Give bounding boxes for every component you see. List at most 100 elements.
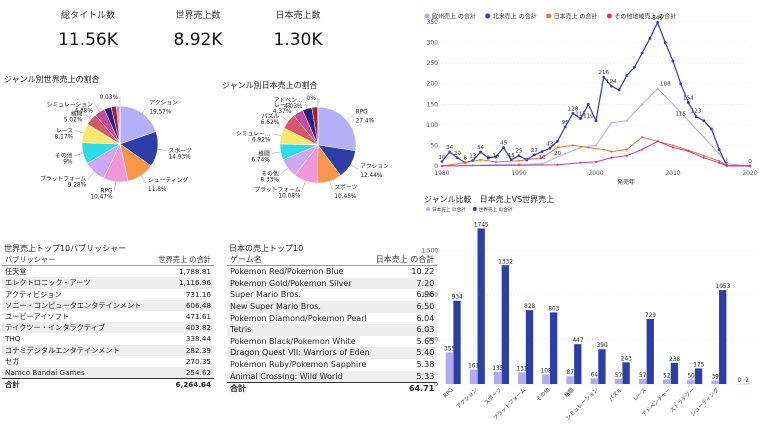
bar[interactable] xyxy=(638,378,647,384)
publishers-row[interactable]: ユービーアイソフト 471.61 xyxy=(2,311,214,322)
x-tick-label: レース xyxy=(632,386,648,402)
bar[interactable] xyxy=(493,371,502,384)
jp-titles-row[interactable]: Pokemon Gold/Pokemon Silver 7.20 xyxy=(227,277,438,290)
bar[interactable] xyxy=(719,290,727,384)
y-tick-label: 0 xyxy=(434,163,438,170)
jp-titles-row[interactable]: Pokemon Black/Pokemon White 5.65 xyxy=(227,336,437,348)
bar[interactable] xyxy=(598,349,606,384)
line-point xyxy=(486,156,490,160)
bar-value-label: 131 xyxy=(516,366,527,372)
line-point xyxy=(679,82,683,86)
bar[interactable] xyxy=(590,378,598,384)
bar[interactable] xyxy=(518,372,526,384)
bar[interactable] xyxy=(445,352,453,384)
data-label: 4 xyxy=(525,157,529,163)
publishers-row[interactable]: 任天堂 1,788.81 xyxy=(2,266,214,278)
bar[interactable] xyxy=(614,378,623,384)
bar[interactable] xyxy=(501,265,509,384)
pie-slice-pct: 10.47% xyxy=(90,195,113,201)
bar[interactable] xyxy=(646,319,654,384)
x-tick-label: 1990 xyxy=(511,170,526,177)
line-point xyxy=(509,158,513,162)
y-tick-label: 500 xyxy=(427,337,438,343)
bar-value-label: 238 xyxy=(669,357,680,363)
publishers-table-title: 世界売上トップ10パブリッシャー xyxy=(4,244,127,253)
bar[interactable] xyxy=(663,379,671,384)
bar[interactable] xyxy=(477,228,485,384)
x-tick-label: パズル xyxy=(607,385,625,403)
data-label: 34 xyxy=(477,145,485,151)
publishers-row[interactable]: ソニー・コンピュータエンタテインメント 606.48 xyxy=(2,299,214,312)
legend-label: 日本売上 の合計 xyxy=(432,206,466,213)
line-point xyxy=(694,115,698,119)
pie-slice[interactable] xyxy=(317,106,357,152)
kpi-total-titles-value: 11.56K xyxy=(58,30,118,50)
bar[interactable] xyxy=(687,379,695,384)
publishers-row[interactable]: テイクツー・インタラクティブ 403.82 xyxy=(2,322,214,334)
pie-slice-pct: 12.44% xyxy=(360,173,383,179)
publishers-cell-sales: 282.39 xyxy=(152,344,214,356)
jp-titles-table-title: 日本の売上トップ10 xyxy=(229,244,304,253)
bar[interactable] xyxy=(622,362,630,384)
bar[interactable] xyxy=(574,344,582,384)
jp-titles-row[interactable]: Pokemon Red/Pokemon Blue 10.22 xyxy=(227,266,437,278)
data-label: 115 xyxy=(675,112,686,118)
jp-titles-row[interactable]: Pokemon Diamond/Pokemon Pearl 6.04 xyxy=(227,313,437,325)
bar[interactable] xyxy=(469,369,478,384)
line-series[interactable] xyxy=(441,136,751,167)
bar[interactable] xyxy=(711,380,719,384)
data-label: 8 xyxy=(463,156,467,162)
y-tick-label: 1,500 xyxy=(421,248,438,254)
pie-slice-label: アクション xyxy=(360,163,389,170)
bar-value-label: 57 xyxy=(639,373,647,379)
pie-slice-pct: 10.08% xyxy=(278,193,301,199)
line-point xyxy=(718,159,721,163)
pie-slice-pct: 9.28% xyxy=(68,183,87,189)
line-point xyxy=(717,148,721,151)
publishers-header-name[interactable]: パブリッシャー xyxy=(2,254,153,267)
publishers-row[interactable]: Namco Bandai Games 254.62 xyxy=(2,367,214,379)
pie-leader-line xyxy=(271,151,281,154)
pie-slice-pct: 4.38% xyxy=(74,108,93,114)
pie-slice-label: RPG xyxy=(100,189,113,195)
pie-leader-line xyxy=(157,149,167,151)
publishers-row[interactable]: コナミデジタルエンタテインメント 282.39 xyxy=(2,344,214,356)
bar-value-label: 243 xyxy=(621,356,632,362)
bar[interactable] xyxy=(525,310,534,384)
publishers-row[interactable]: THQ 338.44 xyxy=(2,333,214,344)
publishers-row[interactable]: エレクトロニック・アーツ 1,116.96 xyxy=(2,277,214,289)
publishers-row[interactable]: アクティビジョン 731.16 xyxy=(2,289,214,300)
bar[interactable] xyxy=(542,374,550,384)
jp-titles-header-name[interactable]: ゲーム名 xyxy=(227,254,373,267)
bar[interactable] xyxy=(453,300,461,384)
line-point xyxy=(671,59,675,63)
jp-titles-row[interactable]: Animal Crossing: Wild World 5.33 xyxy=(227,370,438,383)
jp-titles-row[interactable]: Pokemon Ruby/Pokemon Sapphire 5.38 xyxy=(227,359,437,371)
jp-titles-row[interactable]: Super Mario Bros. 6.96 xyxy=(227,289,437,301)
line-point xyxy=(725,164,728,168)
line-point xyxy=(602,75,606,79)
jp-titles-row[interactable]: New Super Mario Bros. 6.50 xyxy=(227,300,438,313)
jp-titles-header-sales[interactable]: 日本売上 の合計 xyxy=(372,254,438,267)
publishers-row[interactable]: セガ 270.35 xyxy=(2,356,214,367)
line-series[interactable] xyxy=(441,87,751,167)
line-point xyxy=(664,94,667,98)
publishers-cell-name: 任天堂 xyxy=(5,267,27,277)
pie-slice-pct: 6.62% xyxy=(261,120,280,126)
jp-titles-row[interactable]: Dragon Quest VII: Warriors of Eden 5.40 xyxy=(227,347,438,359)
bar[interactable] xyxy=(694,368,703,384)
publishers-header-sales[interactable]: 世界売上 の合計 xyxy=(152,254,214,267)
pie-leader-line xyxy=(88,171,95,179)
bar[interactable] xyxy=(566,376,574,384)
data-label: 128 xyxy=(568,106,579,112)
data-label: 0 xyxy=(748,159,752,165)
jp-titles-row[interactable]: Tetris 6.03 xyxy=(227,324,438,336)
bar[interactable] xyxy=(549,312,558,384)
bar-value-label: 803 xyxy=(548,306,559,312)
line-point xyxy=(663,41,667,44)
bar[interactable] xyxy=(670,362,679,384)
y-tick-label: 50 xyxy=(430,142,438,149)
data-label: 20 xyxy=(454,151,462,157)
line-point xyxy=(517,154,521,158)
